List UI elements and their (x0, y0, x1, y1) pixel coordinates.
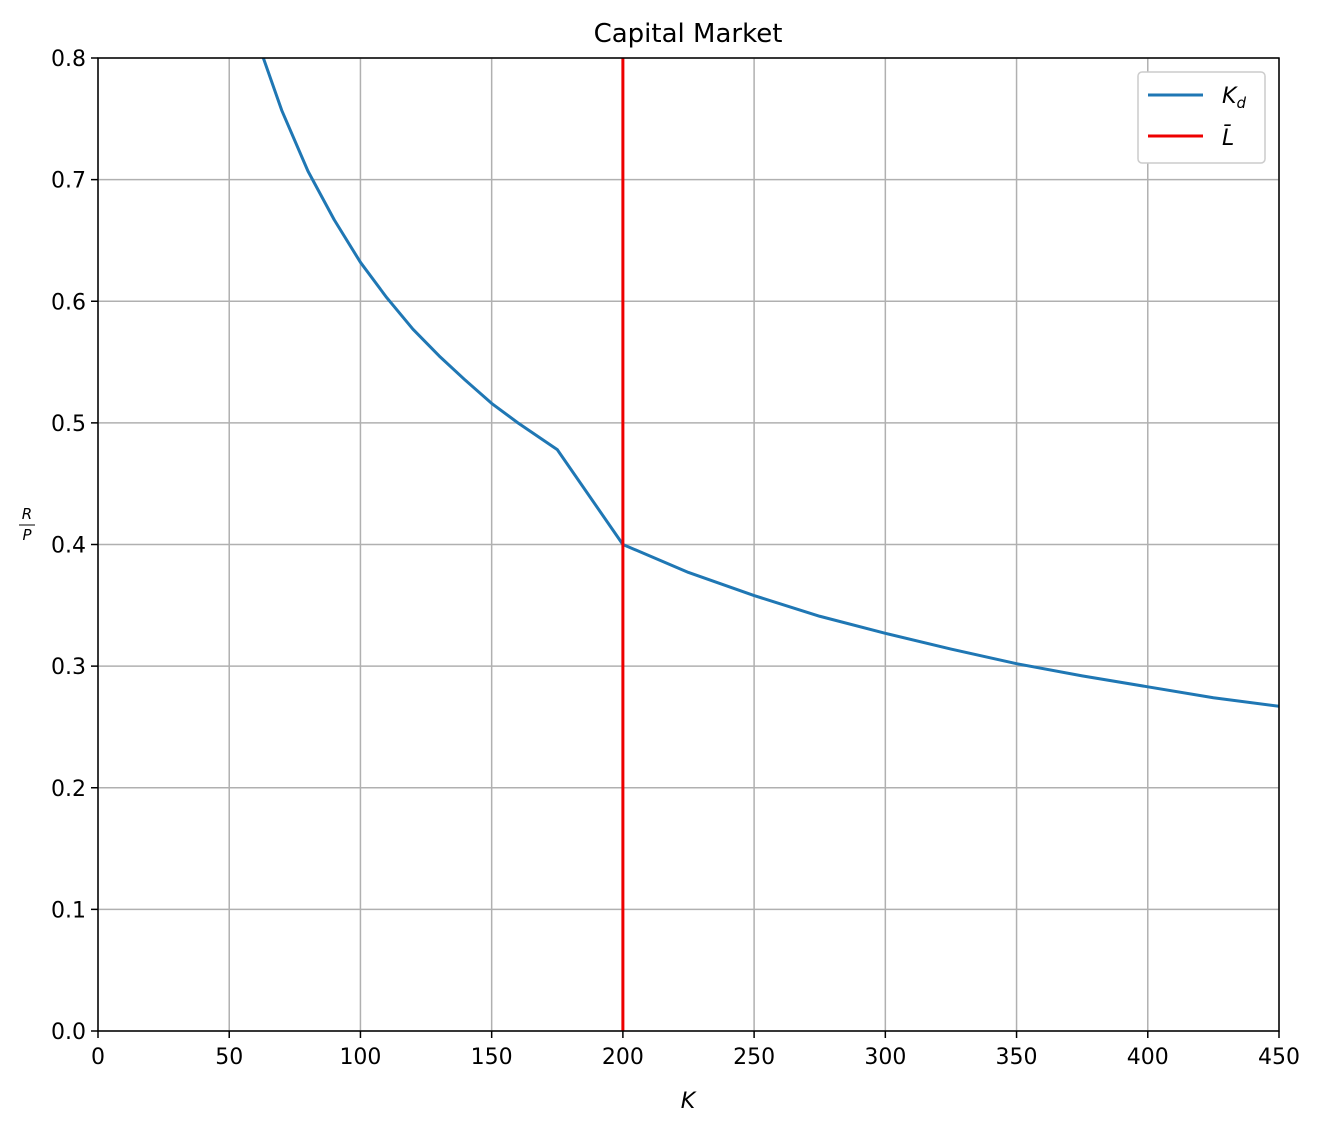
y-tick-label: 0.7 (51, 169, 86, 194)
y-axis-label-denominator: P (22, 526, 32, 544)
x-tick-label: 100 (339, 1045, 381, 1070)
series-kd-line (261, 58, 1279, 708)
legend-box (1137, 71, 1266, 164)
plot-area (261, 58, 1279, 1031)
x-tick-label: 300 (864, 1045, 906, 1070)
x-tick-label: 50 (215, 1045, 243, 1070)
y-axis-label: R P (19, 505, 35, 544)
y-axis-label-numerator: R (22, 505, 32, 523)
x-tick-label: 450 (1258, 1045, 1300, 1070)
y-tick-label: 0.1 (51, 898, 86, 923)
y-tick-label: 0.8 (51, 47, 86, 72)
legend-label-lbar: L̄ (1222, 125, 1234, 151)
y-tick-label: 0.3 (51, 655, 86, 680)
y-tick-label: 0.4 (51, 534, 86, 559)
legend-label-kd: Kd (1222, 84, 1246, 112)
x-axis-label: K (681, 1089, 697, 1114)
x-axis: 0 50 100 150 200 250 300 350 400 450 (91, 1031, 1300, 1070)
y-axis: 0.0 0.1 0.2 0.3 0.4 0.5 0.6 0.7 0.8 (51, 47, 98, 1045)
x-tick-label: 400 (1127, 1045, 1169, 1070)
chart-title: Capital Market (594, 19, 783, 49)
x-tick-label: 250 (733, 1045, 775, 1070)
legend-label-kd-base: K (1222, 84, 1238, 109)
legend: Kd L̄ (1137, 71, 1266, 164)
y-tick-label: 0.5 (51, 412, 86, 437)
legend-label-kd-subscript: d (1236, 94, 1246, 112)
x-tick-label: 200 (602, 1045, 644, 1070)
y-tick-label: 0.2 (51, 777, 86, 802)
x-tick-label: 0 (91, 1045, 105, 1070)
x-tick-label: 350 (996, 1045, 1038, 1070)
x-tick-label: 150 (471, 1045, 513, 1070)
y-tick-label: 0.0 (51, 1020, 86, 1045)
y-tick-label: 0.6 (51, 290, 86, 315)
